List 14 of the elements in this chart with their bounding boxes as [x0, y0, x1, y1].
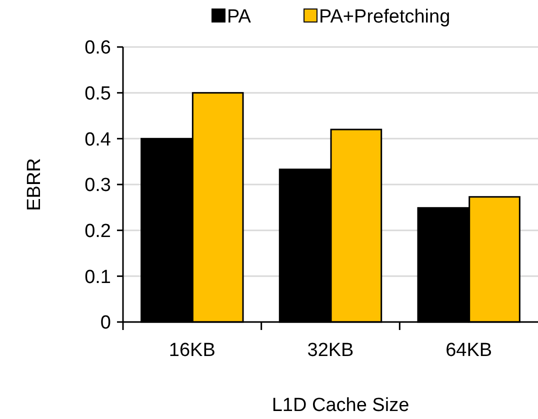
x-axis-title: L1D Cache Size — [272, 395, 410, 416]
y-tick-label: 0.5 — [84, 83, 111, 104]
legend-label: PA+Prefetching — [319, 6, 450, 28]
y-tick-label: 0 — [100, 312, 111, 334]
legend-label: PA — [227, 6, 252, 28]
x-tick-label: 32KB — [307, 340, 354, 361]
y-tick-label: 0.2 — [84, 220, 111, 242]
y-tick-label: 0.4 — [84, 129, 112, 150]
y-axis-title: EBRR — [24, 158, 45, 211]
x-tick-label: 64KB — [446, 340, 492, 361]
y-tick-label: 0.6 — [84, 38, 111, 59]
y-tick-label: 0.1 — [84, 266, 111, 288]
y-tick-label: 0.3 — [84, 175, 111, 196]
x-tick-label: 16KB — [168, 340, 216, 361]
